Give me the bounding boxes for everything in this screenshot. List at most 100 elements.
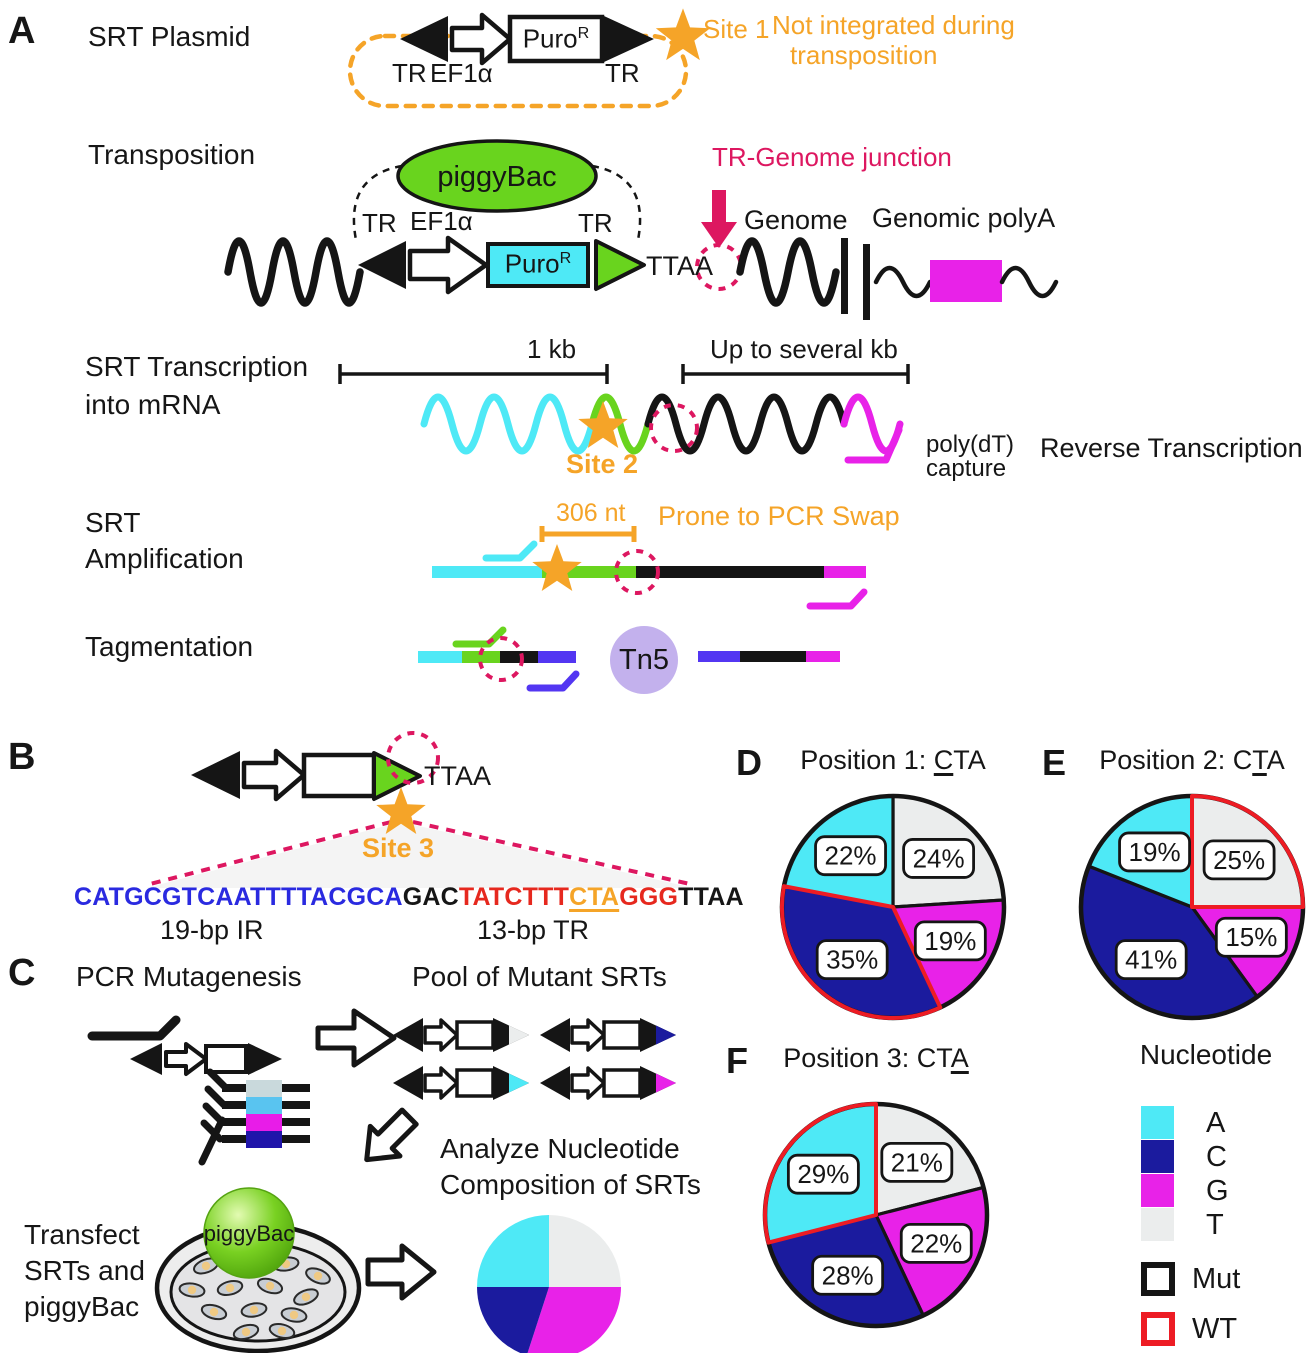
- fragment-cyan-segment: [418, 651, 462, 663]
- site1-label: Site 1: [703, 14, 770, 44]
- scale-1kb-label: 1 kb: [527, 334, 577, 364]
- zoom-dashed-line-right: [412, 820, 691, 886]
- pie-chart-summary: [477, 1215, 621, 1353]
- sequence-ir: CATGCGTCAATTTTACGCA: [74, 883, 403, 911]
- svg-text:35%: 35%: [826, 945, 878, 975]
- legend-title: Nucleotide: [1139, 1039, 1273, 1070]
- mutant-srt-construct: [393, 1066, 529, 1100]
- row-title-amplification-2: Amplification: [85, 543, 244, 574]
- tr-label: TR: [392, 58, 427, 88]
- gene-label: PuroR: [504, 248, 572, 279]
- step-mutagenesis-label: PCR Mutagenesis: [76, 961, 302, 992]
- pie-e-title: Position 2: CTA: [1099, 745, 1285, 775]
- svg-text:15%: 15%: [1225, 922, 1277, 952]
- piggybac-label: piggyBac: [437, 161, 557, 193]
- transcription-diagram: [338, 364, 910, 464]
- pie-label-A: 22%: [814, 835, 887, 877]
- legend-label-G: G: [1206, 1175, 1229, 1207]
- panel-c-diagram: [87, 1008, 676, 1353]
- flow-arrow-right-icon: [315, 1008, 397, 1068]
- scale-bracket-306nt: [539, 526, 637, 542]
- svg-text:41%: 41%: [1125, 945, 1177, 975]
- cell: [268, 1323, 296, 1339]
- row-title-tagmentation: Tagmentation: [85, 631, 254, 662]
- promoter-label: EF1α: [410, 206, 473, 236]
- junction-dashed-circle: [478, 636, 524, 682]
- site3-label: Site 3: [362, 833, 435, 863]
- legend-label-T: T: [1206, 1209, 1224, 1241]
- pie-f-title: Position 3: CTA: [783, 1043, 969, 1073]
- pie-slice-T: [549, 1215, 621, 1287]
- site2-label: Site 2: [566, 449, 639, 479]
- zoom-dashed-line-left: [149, 820, 392, 886]
- polydt-label-2: capture: [926, 455, 1007, 482]
- pie-label-G: 22%: [899, 1222, 973, 1264]
- reverse-primer-icon: [806, 588, 868, 610]
- pie-slice-G: [527, 1287, 621, 1353]
- srt-left-triangle-icon: [130, 1043, 162, 1075]
- svg-text:29%: 29%: [797, 1159, 849, 1189]
- tn5-enzyme-circle: [610, 626, 678, 694]
- tr-right-green-triangle-icon: [594, 239, 646, 291]
- ttaa-label: TTAA: [646, 251, 713, 281]
- fragment2-magenta-segment: [806, 651, 840, 662]
- pie-label-C: 41%: [1114, 939, 1188, 981]
- cell: [305, 1267, 331, 1285]
- legend-swatch-T: [1141, 1208, 1174, 1241]
- cell: [178, 1282, 206, 1298]
- tr-left-triangle-icon: [191, 751, 240, 799]
- pie-label-A: 19%: [1118, 831, 1191, 873]
- panel-f-label: F: [726, 1040, 748, 1081]
- tr-left-triangle-icon: [400, 16, 448, 62]
- svg-text:19%: 19%: [924, 926, 976, 956]
- genome-wave-right: [736, 237, 840, 307]
- pie-label-G: 15%: [1214, 916, 1288, 958]
- row-title-transposition: Transposition: [88, 139, 256, 170]
- pie-chart-position-2: 25% 15% 41% 19%: [1078, 793, 1306, 1021]
- genome-wave-left: [224, 237, 364, 307]
- flow-arrow-downleft-icon: [364, 1107, 419, 1163]
- fragment2-black-segment: [740, 651, 806, 662]
- legend-wt-label: WT: [1192, 1313, 1238, 1345]
- pie-label-A: 29%: [786, 1153, 860, 1195]
- polydt-primer-icon: [844, 426, 903, 464]
- junction-dashed-circle: [649, 403, 699, 453]
- tr-right-triangle-icon: [604, 16, 654, 62]
- tr-label: 13-bp TR: [477, 915, 590, 945]
- tr-label: TR: [362, 208, 397, 238]
- transfect-label-3: piggyBac: [24, 1291, 140, 1322]
- polydt-label-1: poly(dT): [926, 431, 1015, 458]
- violet-primer-icon: [526, 670, 580, 692]
- scale-several-kb-label: Up to several kb: [710, 334, 898, 364]
- junction-label: TR-Genome junction: [712, 142, 952, 172]
- genome-break-bar: [841, 238, 848, 314]
- panel-a-label: A: [8, 10, 36, 52]
- reverse-transcription-label: Reverse Transcription: [1040, 433, 1303, 463]
- mutant-srt-construct: [540, 1066, 676, 1100]
- row-title-amplification-1: SRT: [85, 507, 141, 538]
- pie-wildtype-outline: [763, 1102, 878, 1245]
- polya-box: [930, 260, 1002, 302]
- fragment2-violet-segment: [698, 651, 740, 662]
- pie-slice-A: [477, 1215, 549, 1287]
- fragment-green-segment: [462, 651, 500, 663]
- legend-label-A: A: [1206, 1107, 1226, 1139]
- polya-wave-right: [999, 265, 1059, 299]
- amplicon-black-segment: [636, 566, 824, 578]
- pie-label-T: 24%: [902, 838, 975, 879]
- scale-bracket-several-kb: [681, 364, 910, 384]
- pie-d-title: Position 1: CTA: [800, 745, 986, 775]
- piggybac-ball: [203, 1187, 295, 1279]
- puro-gene-box: [486, 242, 590, 288]
- fragment-black-segment: [500, 651, 538, 663]
- zoom-fan-fill: [146, 822, 694, 888]
- sequence-tr1: TATCTTT: [458, 883, 570, 911]
- pie-chart-position-3: 21% 22% 28% 29%: [762, 1101, 990, 1329]
- genome-break-bar: [863, 244, 870, 320]
- srt-gene-box: [204, 1044, 248, 1074]
- svg-text:21%: 21%: [891, 1147, 943, 1177]
- legend-swatch-A: [1141, 1106, 1174, 1139]
- legend-mut-box: [1141, 1262, 1175, 1296]
- legend-swatch-C: [1141, 1140, 1174, 1173]
